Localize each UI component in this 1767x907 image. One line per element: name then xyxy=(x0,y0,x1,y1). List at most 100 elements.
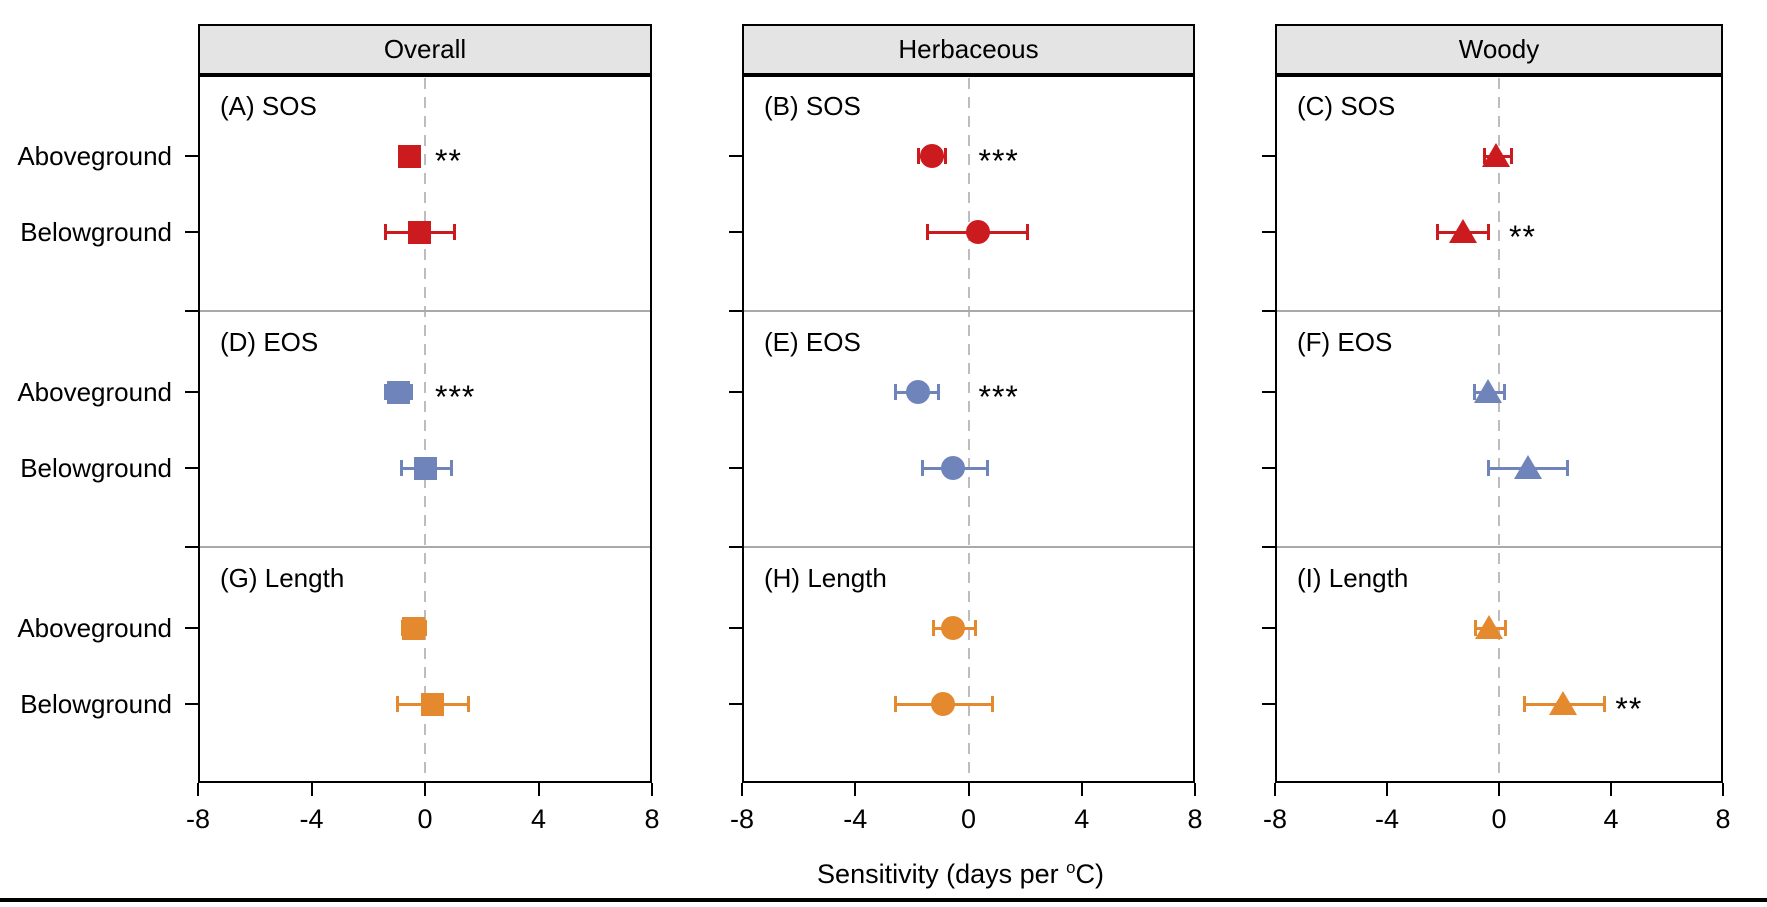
marker-circle xyxy=(905,380,930,404)
x-axis-tick xyxy=(1274,783,1276,796)
error-bar-cap-right xyxy=(410,384,414,400)
row-tick xyxy=(185,627,198,629)
significance-stars: ** xyxy=(1615,691,1643,727)
error-bar-cap-right xyxy=(936,384,940,400)
panel-header: Woody xyxy=(1275,24,1723,75)
error-bar-cap-left xyxy=(893,384,897,400)
row-tick xyxy=(729,155,742,157)
significance-stars: *** xyxy=(435,379,476,415)
panel-box xyxy=(198,75,652,783)
separator-line xyxy=(200,546,650,548)
error-bar-cap-left xyxy=(916,148,920,164)
panel-label: (H) Length xyxy=(764,563,887,593)
error-bar-cap-left xyxy=(1486,460,1490,476)
panel-header-title: Herbaceous xyxy=(898,34,1039,64)
marker-circle xyxy=(966,220,991,244)
marker-triangle xyxy=(1473,379,1502,403)
row-tick xyxy=(185,467,198,469)
error-bar-cap-left xyxy=(920,460,924,476)
panel-label: (G) Length xyxy=(220,563,345,593)
row-tick xyxy=(1262,627,1275,629)
x-axis-tick xyxy=(197,783,199,796)
row-boundary-tick xyxy=(1262,310,1275,312)
error-bar-cap-left xyxy=(926,224,930,240)
error-bar-cap-right xyxy=(1565,460,1569,476)
error-bar-cap-right xyxy=(1025,224,1029,240)
row-tick xyxy=(729,391,742,393)
error-bar-cap-left xyxy=(893,696,897,712)
marker-triangle xyxy=(1475,615,1504,639)
separator-line xyxy=(200,310,650,312)
error-bar-cap-right xyxy=(1504,620,1507,636)
row-boundary-tick xyxy=(729,310,742,312)
error-bar-cap-right xyxy=(1502,384,1506,400)
error-bar-cap-left xyxy=(399,460,403,476)
error-bar-cap-right xyxy=(1487,224,1491,240)
x-axis-tick-label: -4 xyxy=(843,804,868,834)
x-axis-tick-label: 8 xyxy=(1187,804,1203,834)
significance-stars: ** xyxy=(1509,219,1536,255)
group-label: Belowground xyxy=(20,453,172,483)
panel-box xyxy=(742,75,1195,783)
row-tick xyxy=(185,391,198,393)
panel-label: (C) SOS xyxy=(1297,91,1396,121)
panel-header-title: Woody xyxy=(1458,34,1540,64)
error-bar-cap-right xyxy=(973,620,977,636)
row-tick xyxy=(1262,703,1275,705)
x-axis-tick xyxy=(854,783,857,796)
error-bar-cap-right xyxy=(452,224,456,240)
x-axis-tick xyxy=(1386,783,1388,796)
x-axis-tick-label: 0 xyxy=(1491,804,1507,834)
row-tick xyxy=(729,627,742,629)
marker-square xyxy=(402,616,426,640)
row-tick xyxy=(185,155,198,157)
row-tick xyxy=(729,467,742,469)
x-axis-tick xyxy=(310,783,313,796)
marker-square xyxy=(386,380,410,404)
x-axis-tick xyxy=(967,783,970,796)
significance-stars: *** xyxy=(978,143,1019,179)
x-axis-tick xyxy=(1080,783,1083,796)
zero-line xyxy=(1498,78,1500,780)
group-label: Aboveground xyxy=(17,141,172,171)
zero-line xyxy=(967,78,970,780)
error-bar-cap-right xyxy=(424,620,428,636)
row-boundary-tick xyxy=(729,546,742,548)
x-axis-tick-label: 4 xyxy=(1603,804,1619,834)
panel-header: Herbaceous xyxy=(742,24,1195,75)
x-axis-tick-label: 4 xyxy=(1074,804,1090,834)
x-axis-tick-label: 0 xyxy=(417,804,433,834)
error-bar-cap-left xyxy=(384,384,388,400)
panel-box xyxy=(1275,75,1723,783)
error-bar-cap-right xyxy=(943,148,947,164)
error-bar-cap-right xyxy=(990,696,994,712)
group-label: Belowground xyxy=(20,217,172,247)
panel-label: (E) EOS xyxy=(764,327,861,357)
marker-triangle xyxy=(1482,143,1511,167)
error-bar-cap-left xyxy=(395,696,399,712)
group-label: Aboveground xyxy=(17,377,172,407)
panel-label: (F) EOS xyxy=(1297,327,1393,357)
panel-label: (I) Length xyxy=(1297,563,1409,593)
bottom-rule xyxy=(0,898,1767,902)
x-axis-tick-label: -4 xyxy=(1374,804,1400,834)
x-axis-tick-label: 4 xyxy=(530,804,547,834)
x-axis-title-sup: o xyxy=(1066,858,1076,877)
panel-header-title: Overall xyxy=(383,34,467,64)
row-tick xyxy=(1262,155,1275,157)
x-axis-tick xyxy=(1610,783,1612,796)
error-bar-cap-left xyxy=(932,620,936,636)
zero-line xyxy=(424,78,426,780)
row-tick xyxy=(729,231,742,233)
panel-label: (B) SOS xyxy=(764,91,861,121)
row-tick xyxy=(1262,467,1275,469)
x-axis-tick xyxy=(424,783,426,796)
marker-square xyxy=(413,456,437,480)
row-boundary-tick xyxy=(185,310,198,312)
x-axis-tick-label: 8 xyxy=(1715,804,1731,834)
marker-triangle xyxy=(1549,691,1578,715)
row-boundary-tick xyxy=(185,546,198,548)
x-axis-tick xyxy=(1722,783,1724,796)
x-axis-tick-label: 8 xyxy=(644,804,660,834)
row-boundary-tick xyxy=(1262,546,1275,548)
